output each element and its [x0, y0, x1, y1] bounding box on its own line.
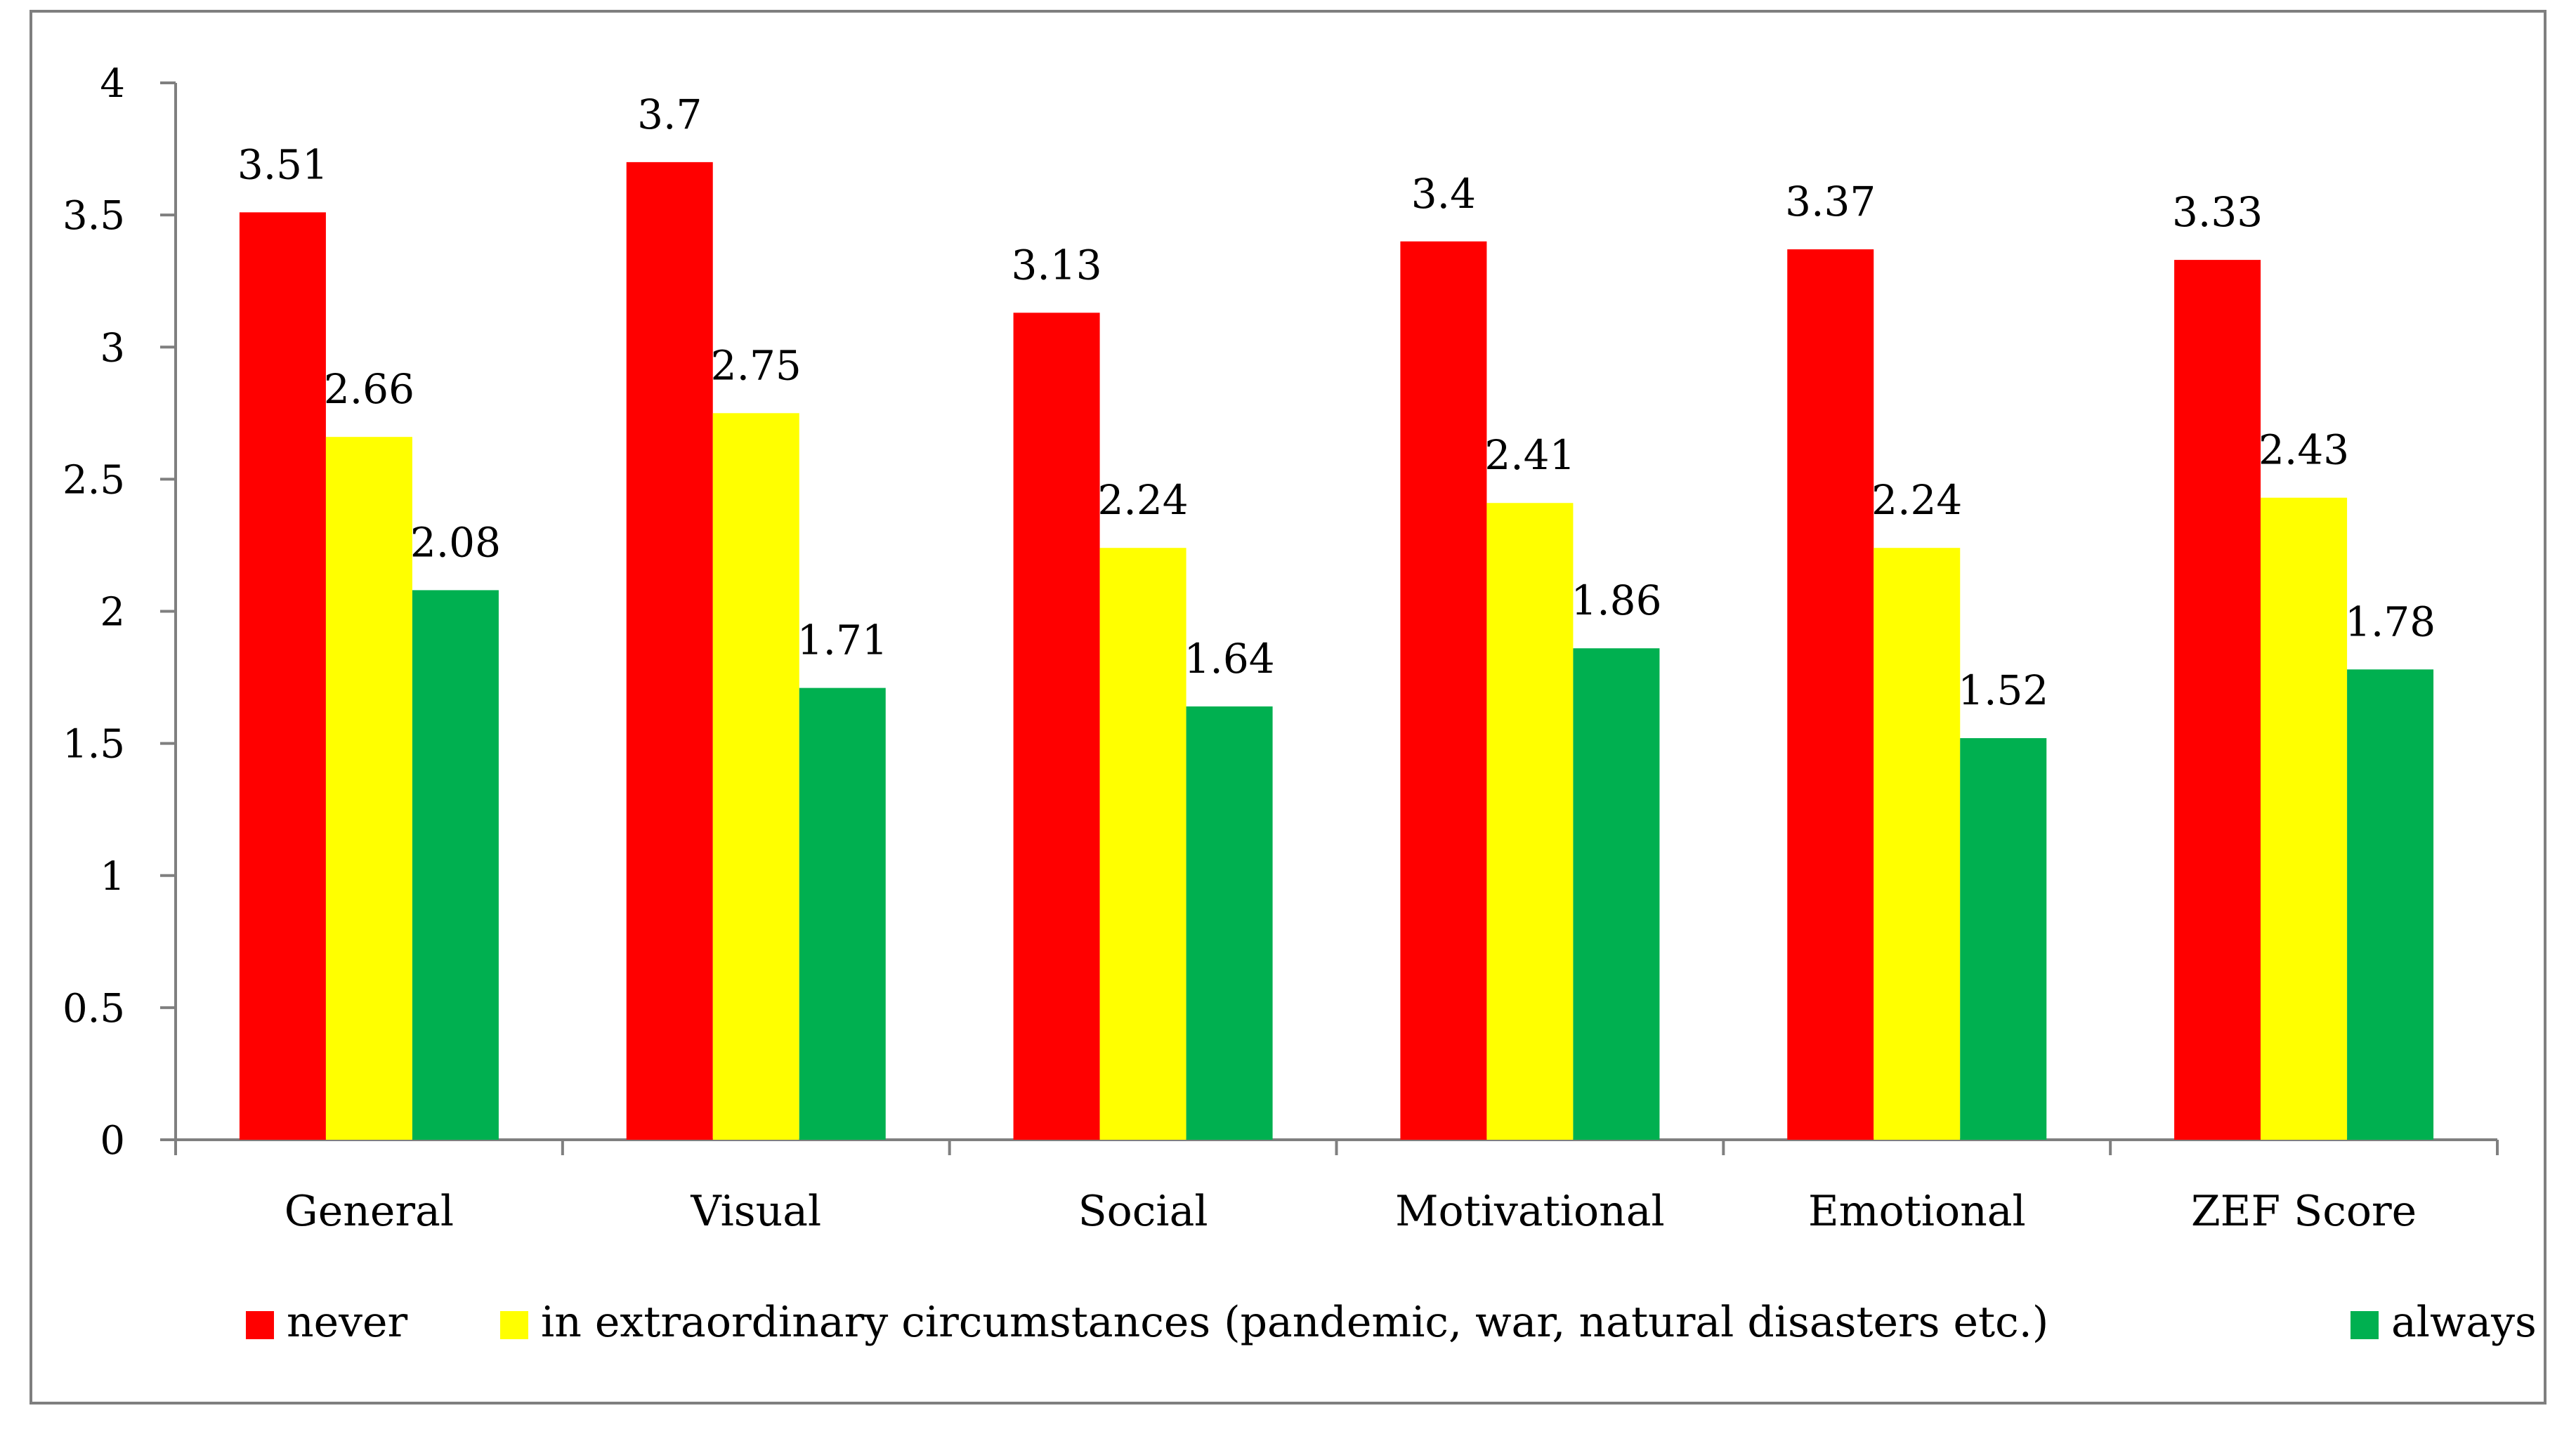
bar-never-general [239, 212, 326, 1140]
data-label: 2.75 [711, 341, 802, 389]
y-tick-label: 1.5 [63, 722, 125, 768]
data-label: 3.37 [1785, 178, 1876, 225]
bar-in-zef-score [2261, 497, 2348, 1140]
data-label: 3.7 [637, 91, 702, 138]
legend-label: always [2391, 1298, 2537, 1347]
legend-swatch [2351, 1311, 2379, 1339]
category-label: ZEF Score [2191, 1187, 2417, 1236]
y-tick-label: 2.5 [63, 457, 125, 503]
bar-never-visual [626, 162, 713, 1140]
data-label: 2.24 [1098, 476, 1189, 524]
bar-in-general [325, 437, 412, 1140]
y-tick-label: 0.5 [63, 986, 125, 1032]
data-label: 3.51 [237, 140, 328, 188]
bar-never-social [1013, 313, 1100, 1140]
y-tick-label: 1 [100, 854, 125, 900]
bar-in-social [1099, 548, 1186, 1140]
bar-always-motivational [1573, 648, 1660, 1140]
y-tick-label: 3 [100, 325, 125, 371]
y-tick-label: 3.5 [63, 193, 125, 239]
data-label: 2.66 [324, 365, 414, 413]
data-label: 2.43 [2258, 426, 2349, 474]
bar-in-motivational [1486, 503, 1574, 1140]
bar-in-emotional [1874, 548, 1961, 1140]
y-tick-label: 2 [100, 590, 125, 636]
category-label: Emotional [1808, 1187, 2026, 1236]
legend: never in extraordinary circumstances (pan… [246, 1298, 2537, 1347]
data-label: 1.71 [797, 617, 888, 664]
legend-swatch [500, 1311, 528, 1339]
y-tick-label: 0 [100, 1118, 125, 1164]
legend-swatch [246, 1311, 274, 1339]
data-label: 3.13 [1012, 241, 1102, 289]
bar-always-zef-score [2347, 669, 2434, 1140]
data-labels: 3.51 2.66 2.08 3.7 2.75 1.71 3.13 2.24 1.64 3.4 2.… [237, 91, 2436, 714]
data-label: 2.24 [1871, 476, 1962, 524]
data-label: 1.52 [1958, 666, 2048, 714]
legend-label: never [287, 1298, 408, 1347]
y-tick-label: 4 [100, 61, 125, 107]
data-label: 2.41 [1484, 431, 1575, 479]
category-label: Social [1078, 1187, 1208, 1236]
bar-never-motivational [1400, 241, 1487, 1140]
bar-never-emotional [1787, 249, 1874, 1140]
bar-in-visual [712, 413, 799, 1140]
data-label: 3.4 [1411, 170, 1476, 218]
bar-always-social [1186, 706, 1273, 1140]
bar-never-zef-score [2174, 260, 2261, 1140]
data-label: 2.08 [410, 518, 501, 566]
bars [239, 162, 2434, 1140]
legend-label: in extraordinary circumstances (pandemic… [541, 1298, 2048, 1347]
category-label: Visual [690, 1187, 821, 1236]
data-label: 1.64 [1184, 635, 1275, 683]
y-axis: 0 0.5 1 1.5 2 2.5 3 3.5 4 [63, 61, 177, 1164]
category-label: Motivational [1395, 1187, 1665, 1236]
bar-always-visual [799, 688, 886, 1140]
data-label: 1.86 [1571, 577, 1661, 624]
x-axis: General Visual Social Motivational Emotional… [174, 1138, 2499, 1236]
category-label: General [285, 1187, 454, 1236]
data-label: 1.78 [2345, 598, 2436, 645]
bar-always-general [412, 590, 499, 1140]
bar-always-emotional [1960, 738, 2047, 1140]
data-label: 3.33 [2172, 188, 2263, 236]
